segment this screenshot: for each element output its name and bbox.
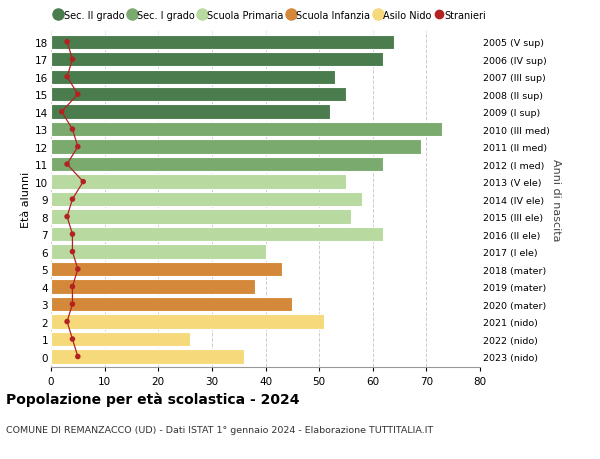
Bar <box>51 88 346 102</box>
Bar <box>51 297 292 312</box>
Point <box>73 144 83 151</box>
Bar <box>51 315 325 329</box>
Point <box>79 179 88 186</box>
Bar <box>51 175 346 190</box>
Point <box>68 56 77 64</box>
Bar <box>51 192 362 207</box>
Point <box>68 231 77 238</box>
Bar <box>51 227 383 242</box>
Bar <box>51 280 255 294</box>
Y-axis label: Età alunni: Età alunni <box>21 172 31 228</box>
Point <box>68 126 77 134</box>
Point <box>68 301 77 308</box>
Y-axis label: Anni di nascita: Anni di nascita <box>551 158 561 241</box>
Bar <box>51 70 335 84</box>
Bar <box>51 262 281 277</box>
Point <box>68 248 77 256</box>
Point <box>73 91 83 99</box>
Point <box>62 39 72 46</box>
Point <box>62 318 72 325</box>
Point <box>73 353 83 360</box>
Bar <box>51 210 352 224</box>
Point <box>62 161 72 168</box>
Point <box>68 283 77 291</box>
Bar <box>51 350 244 364</box>
Point <box>57 109 67 116</box>
Point <box>62 74 72 81</box>
Bar <box>51 53 383 67</box>
Bar <box>51 123 442 137</box>
Bar <box>51 140 421 155</box>
Bar <box>51 35 394 50</box>
Bar <box>51 245 266 259</box>
Bar <box>51 332 190 347</box>
Point <box>68 336 77 343</box>
Text: Popolazione per età scolastica - 2024: Popolazione per età scolastica - 2024 <box>6 392 299 406</box>
Text: COMUNE DI REMANZACCO (UD) - Dati ISTAT 1° gennaio 2024 - Elaborazione TUTTITALIA: COMUNE DI REMANZACCO (UD) - Dati ISTAT 1… <box>6 425 433 434</box>
Bar <box>51 157 383 172</box>
Point <box>68 196 77 203</box>
Point <box>73 266 83 273</box>
Legend: Sec. II grado, Sec. I grado, Scuola Primaria, Scuola Infanzia, Asilo Nido, Stran: Sec. II grado, Sec. I grado, Scuola Prim… <box>56 11 486 21</box>
Bar <box>51 105 330 119</box>
Point <box>62 213 72 221</box>
